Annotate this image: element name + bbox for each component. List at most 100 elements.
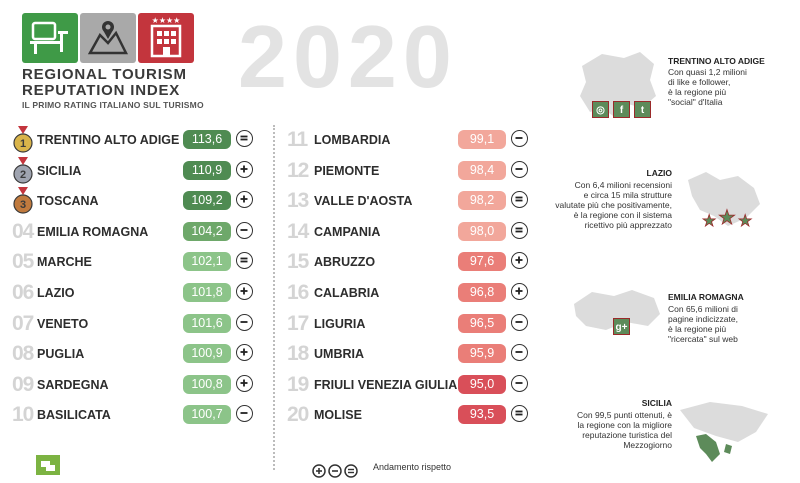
rank-number: 08 [12,342,34,366]
rank-number: 12 [287,158,309,182]
ranking-row: 10 BASILICATA 100,7 [12,404,256,426]
emilia-line-4: "ricercata" sul web [668,334,738,344]
trend-down-icon [511,344,528,362]
trend-down-icon [236,405,253,423]
rank-number: 05 [12,250,34,274]
trend-down-icon [511,130,528,147]
ranking-row: 14 CAMPANIA 98,0 [287,219,531,243]
trend-equal-icon [236,130,253,147]
trend-up-icon [511,283,528,300]
score-badge: 100,9 [183,344,231,364]
ranking-row: 11 LOMBARDIA 99,1 [287,129,531,151]
region-name: MARCHE [37,255,92,270]
lazio-line-5: ricettivo più apprezzato [584,220,672,230]
rank-number: 20 [287,403,309,427]
lazio-line-4: è la regione con il sistema [573,210,672,220]
score-badge: 101,6 [183,313,231,333]
svg-text:2: 2 [20,169,26,181]
ranking-row: 09 SARDEGNA 100,8 [12,372,256,396]
region-name: PUGLIA [37,347,85,362]
silver-medal-icon: 2 [12,156,34,185]
year-heading: 2020 [238,7,458,106]
region-name: MOLISE [314,408,362,423]
region-name: ABRUZZO [314,255,376,270]
trend-up-icon [236,191,253,209]
ranking-row: 06 LAZIO 101,8 [12,282,256,304]
rank-number: 16 [287,281,309,304]
score-badge: 113,6 [183,130,231,149]
lazio-line-3: valutate più che positivamente, [555,200,672,210]
lazio-line-2: e circa 15 mila strutture [583,190,672,200]
sicilia-map-icon [680,402,768,462]
rank-number: 14 [287,219,309,243]
legend-icons [312,464,372,478]
region-name: LOMBARDIA [314,133,391,147]
ranking-row: 07 VENETO 101,6 [12,312,256,335]
score-badge: 95,0 [458,374,506,394]
ranking-row: 16 CALABRIA 96,8 [287,282,531,304]
region-name: FRIULI VENEZIA GIULIA [314,377,458,392]
region-name: LAZIO [37,286,75,300]
lazio-title: LAZIO [646,168,673,178]
tourism-logo-map-icon [80,13,136,63]
svg-text:★★★★: ★★★★ [152,16,181,25]
rank-number: 18 [287,342,309,366]
score-badge: 101,8 [183,283,231,302]
rank-number: 13 [287,189,309,213]
region-name: BASILICATA [37,408,111,423]
twitter-icon: t [634,101,651,118]
region-name: SARDEGNA [37,377,109,392]
score-badge: 95,9 [458,344,506,364]
lazio-line-1: Con 6,4 milioni recensioni [574,180,672,190]
svg-text:★: ★ [718,205,736,229]
google-plus-icon: g+ [613,318,630,335]
trend-down-icon [236,313,253,331]
region-name: EMILIA ROMAGNA [37,224,149,239]
ranking-row: 04 EMILIA ROMAGNA 104,2 [12,220,256,243]
ranking-row: 08 PUGLIA 100,9 [12,343,256,365]
brand-subtitle: IL PRIMO RATING ITALIANO SUL TURISMO [22,100,204,110]
rank-number: 17 [287,311,309,335]
facebook-icon: f [613,101,630,118]
score-badge: 100,8 [183,374,231,394]
score-badge: 93,5 [458,405,506,425]
tourism-logo-desk-icon [22,13,78,63]
ranking-row: 17 LIGURIA 96,5 [287,311,531,335]
trend-up-icon [236,344,253,362]
svg-text:3: 3 [20,199,26,211]
emilia-line-3: è la regione più [668,324,727,334]
lazio-map-icon: ★ ★ ★ [688,172,760,230]
trend-up-icon [236,160,253,178]
rank-number: 09 [12,372,34,396]
score-badge: 96,5 [458,313,506,333]
score-badge: 98,2 [458,191,506,211]
sicilia-title: SICILIA [641,398,672,408]
column-divider [273,125,275,470]
score-badge: 99,1 [458,130,506,149]
trend-down-icon [236,221,253,239]
sicilia-line-3: reputazione turistica del [582,430,672,440]
trend-up-icon [236,374,253,392]
svg-text:★: ★ [702,211,716,230]
region-name: CAMPANIA [314,224,381,239]
trend-down-icon [511,374,528,392]
bronze-medal-icon: 3 [12,187,34,215]
trentino-line-4: "social" d'Italia [668,97,723,107]
region-name: SICILIA [37,163,82,178]
trend-down-icon [511,160,528,178]
score-badge: 98,4 [458,160,506,180]
score-badge: 109,2 [183,191,231,211]
instagram-icon: ◎ [592,101,609,118]
rank-number: 10 [12,403,34,427]
brand-title-line2: REPUTATION INDEX [22,82,181,99]
rank-number: 19 [287,372,309,396]
trend-equal-icon [511,405,528,423]
score-badge: 104,2 [183,221,231,241]
region-name: TOSCANA [37,194,99,209]
svg-text:1: 1 [20,138,26,150]
trentino-line-3: è la regione più [668,87,727,97]
score-badge: 100,7 [183,405,231,425]
trentino-title: TRENTINO ALTO ADIGE [668,56,765,66]
ranking-row: 05 MARCHE 102,1 [12,251,256,273]
rank-number: 15 [287,250,309,274]
